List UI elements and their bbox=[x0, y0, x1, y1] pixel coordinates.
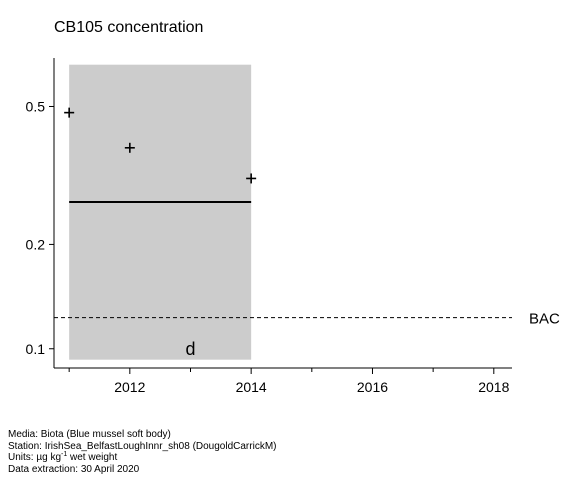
x-tick-label-1: 2014 bbox=[236, 379, 267, 395]
y-tick-label-1: 0.2 bbox=[26, 236, 46, 252]
annotation-0: d bbox=[185, 339, 195, 359]
data-point-2 bbox=[246, 173, 257, 184]
y-tick-label-0: 0.1 bbox=[26, 341, 46, 357]
x-tick-label-0: 2012 bbox=[114, 379, 145, 395]
footer-units-prefix: Units: µg kg bbox=[8, 452, 62, 463]
reference-line-label-0: BAC bbox=[529, 311, 560, 328]
data-point-0 bbox=[64, 107, 75, 118]
footer-units-exponent: -1 bbox=[61, 451, 68, 458]
data-point-1 bbox=[124, 142, 135, 153]
footer-media: Media: Biota (Blue mussel soft body) bbox=[8, 429, 171, 440]
x-tick-label-3: 2018 bbox=[478, 379, 509, 395]
footer-units: Units: µg kg-1 wet weight bbox=[8, 451, 276, 464]
footer-units-suffix: wet weight bbox=[67, 452, 118, 463]
x-tick-label-2: 2016 bbox=[357, 379, 388, 395]
chart-plot: BAC d 0.1 0.2 0.5 2012 2014 2016 2018 bbox=[26, 58, 560, 395]
footer-station: Station: IrishSea_BelfastLoughInnr_sh08 … bbox=[8, 440, 277, 452]
y-tick-label-2: 0.5 bbox=[26, 98, 46, 114]
assessment-band bbox=[69, 64, 252, 360]
chart-title: CB105 concentration bbox=[54, 19, 204, 36]
footer-extraction: Data extraction: 30 April 2020 bbox=[8, 463, 140, 475]
chart-footer: Media: Biota (Blue mussel soft body) Sta… bbox=[8, 429, 276, 475]
